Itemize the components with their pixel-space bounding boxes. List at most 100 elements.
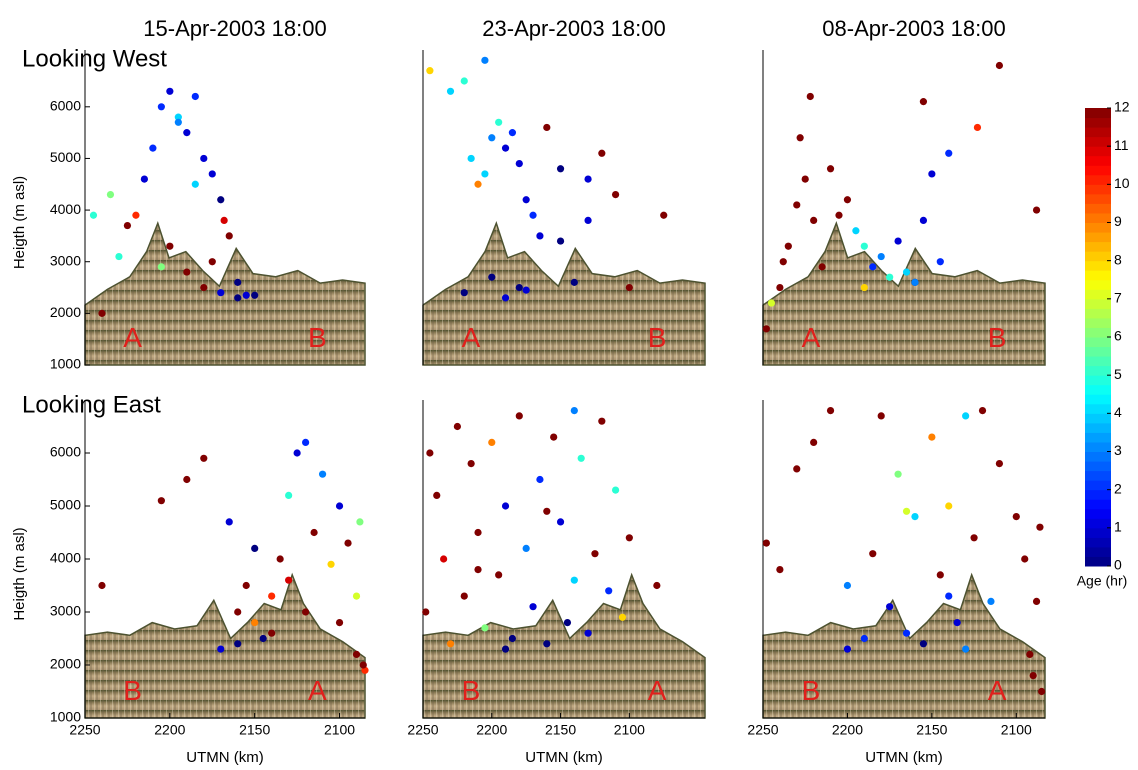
- point: [556, 165, 565, 173]
- y-tick-label: 1000: [50, 709, 81, 725]
- point: [843, 645, 852, 653]
- point: [584, 629, 592, 637]
- point: [191, 92, 199, 101]
- point: [762, 539, 770, 547]
- point: [570, 407, 578, 415]
- point: [522, 286, 530, 294]
- point: [936, 571, 944, 579]
- point: [352, 592, 361, 600]
- point: [902, 507, 911, 515]
- colorbar-swatch: [1085, 499, 1111, 510]
- y-tick-label: 5000: [50, 149, 81, 165]
- point: [217, 645, 225, 653]
- colorbar-tick-label: 0: [1114, 557, 1122, 573]
- x-tick-label: 2200: [476, 722, 507, 738]
- point: [234, 294, 242, 302]
- x-axis-label: UTMN (km): [525, 749, 602, 766]
- point: [962, 645, 970, 653]
- point: [467, 460, 475, 468]
- point: [995, 61, 1004, 70]
- point: [220, 216, 228, 225]
- point: [166, 87, 174, 95]
- point: [208, 170, 216, 178]
- point: [515, 160, 523, 168]
- point: [157, 103, 165, 111]
- colorbar-tick-label: 8: [1114, 251, 1122, 267]
- point: [474, 180, 482, 188]
- point: [793, 465, 801, 473]
- colorbar-swatch: [1085, 489, 1111, 500]
- point: [536, 475, 544, 484]
- point: [793, 201, 801, 209]
- colorbar-swatch: [1085, 127, 1111, 138]
- point: [234, 608, 242, 616]
- point: [919, 216, 928, 225]
- point: [625, 283, 633, 292]
- point: [543, 123, 551, 132]
- colorbar-swatch: [1085, 241, 1111, 252]
- terrain: [422, 221, 706, 366]
- colorbar-tick-label: 2: [1114, 480, 1122, 496]
- section-label: A: [648, 675, 667, 706]
- section-label: B: [123, 675, 142, 706]
- colorbar-swatch: [1085, 108, 1111, 119]
- point: [488, 438, 496, 446]
- y-tick-label: 2000: [50, 656, 81, 672]
- point: [625, 534, 633, 542]
- point: [268, 592, 276, 600]
- y-tick-label: 3000: [50, 252, 81, 268]
- point: [251, 619, 259, 627]
- y-axis-label: Heigth (m asl): [11, 176, 28, 269]
- colorbar-swatch: [1085, 184, 1111, 195]
- point: [660, 211, 668, 219]
- point: [183, 475, 191, 484]
- point: [285, 491, 293, 499]
- colorbar-swatch: [1085, 394, 1111, 405]
- terrain: [84, 221, 366, 366]
- panel: A B 15-Apr-2003 18:00 1000 2000 3000 4000 5000 6…: [11, 16, 366, 372]
- y-axis-label: Heigth (m asl): [11, 527, 28, 620]
- point: [1029, 672, 1037, 680]
- point: [902, 268, 911, 276]
- point: [570, 576, 578, 584]
- terrain: [762, 572, 1046, 719]
- colorbar-tick-label: 9: [1114, 213, 1122, 229]
- point: [488, 273, 496, 281]
- point: [784, 242, 792, 250]
- colorbar-swatch: [1085, 470, 1111, 481]
- point: [529, 211, 537, 219]
- point: [611, 190, 620, 199]
- point: [225, 518, 233, 526]
- colorbar-swatch: [1085, 480, 1111, 491]
- colorbar-label: Age (hr): [1077, 573, 1128, 589]
- point: [835, 211, 843, 219]
- point: [276, 555, 284, 563]
- panel: B A 1000 2000 3000 4000 5000 6000 2250 2200 2150 21…: [11, 400, 369, 766]
- terrain: [422, 572, 706, 719]
- point: [268, 629, 276, 637]
- panel-title: 23-Apr-2003 18:00: [482, 16, 665, 41]
- colorbar-swatch: [1085, 346, 1111, 357]
- point: [123, 221, 132, 230]
- colorbar-swatch: [1085, 146, 1111, 157]
- panel: B A 2250 2200 2150 2100 UTMN (km): [747, 400, 1046, 766]
- colorbar-swatch: [1085, 432, 1111, 443]
- section-label: A: [462, 322, 481, 353]
- point: [928, 433, 936, 441]
- point: [495, 571, 503, 579]
- colorbar-swatch: [1085, 222, 1111, 233]
- y-tick-label: 6000: [50, 98, 81, 114]
- point: [174, 118, 182, 126]
- colorbar-swatch: [1085, 174, 1111, 185]
- point: [89, 211, 98, 219]
- point: [174, 113, 182, 121]
- section-label: B: [988, 322, 1007, 353]
- colorbar-swatch: [1085, 403, 1111, 414]
- colorbar-tick-label: 6: [1114, 328, 1122, 344]
- y-tick-label: 1000: [50, 356, 81, 372]
- point: [1038, 687, 1046, 696]
- point: [611, 486, 620, 494]
- y-tick-label: 5000: [50, 497, 81, 513]
- point: [318, 470, 327, 478]
- point: [515, 412, 523, 420]
